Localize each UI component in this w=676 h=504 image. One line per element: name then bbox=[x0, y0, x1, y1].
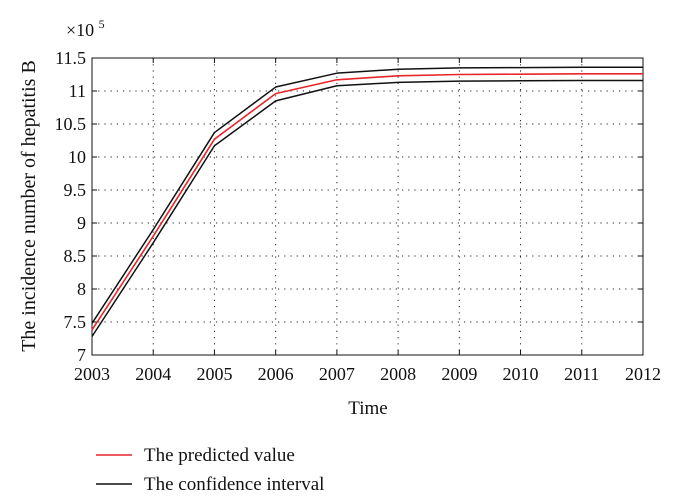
x-tick-label: 2011 bbox=[564, 364, 599, 384]
series-line-predicted bbox=[91, 73, 643, 331]
y-axis-ticks: 7 7.5 8 8.5 9 9.5 10 10.5 11 11.5 bbox=[55, 48, 643, 365]
multiplier-exponent: 5 bbox=[99, 17, 105, 31]
x-tick-label: 2007 bbox=[319, 364, 355, 384]
x-axis-label: Time bbox=[348, 398, 387, 419]
y-tick-label: 7.5 bbox=[64, 312, 87, 332]
y-tick-label: 7 bbox=[77, 345, 86, 365]
x-tick-label: 2009 bbox=[441, 364, 477, 384]
plot-area-frame bbox=[91, 57, 644, 356]
series-line-confidence-lower bbox=[91, 79, 643, 337]
y-tick-label: 10 bbox=[68, 147, 86, 167]
x-tick-label: 2005 bbox=[196, 364, 232, 384]
y-tick-label: 10.5 bbox=[55, 114, 87, 134]
legend-label-confidence: The confidence interval bbox=[144, 474, 324, 495]
x-tick-label: 2008 bbox=[380, 364, 416, 384]
x-tick-label: 2012 bbox=[625, 364, 661, 384]
legend-label-predicted: The predicted value bbox=[144, 445, 295, 466]
y-axis-label: The incidence number of hepatitis B bbox=[18, 60, 40, 352]
series-line-confidence-upper bbox=[91, 66, 643, 324]
x-tick-label: 2003 bbox=[74, 364, 110, 384]
x-tick-label: 2004 bbox=[135, 364, 171, 384]
y-tick-label: 9 bbox=[77, 213, 86, 233]
x-tick-label: 2006 bbox=[258, 364, 294, 384]
y-tick-label: 11.5 bbox=[55, 48, 86, 68]
y-tick-label: 11 bbox=[69, 81, 86, 101]
multiplier-base: ×10 bbox=[66, 20, 94, 40]
x-axis-ticks: 2003 2004 2005 2006 2007 2008 2009 2010 2011 2012 bbox=[74, 58, 661, 384]
y-tick-label: 9.5 bbox=[64, 180, 87, 200]
legend: The predicted value The confidence inter… bbox=[96, 445, 324, 495]
x-tick-label: 2010 bbox=[503, 364, 539, 384]
y-tick-label: 8 bbox=[77, 279, 86, 299]
grid-lines bbox=[92, 58, 643, 355]
y-axis-multiplier: ×10 5 bbox=[66, 17, 105, 40]
y-tick-label: 8.5 bbox=[64, 246, 87, 266]
series-lines bbox=[91, 66, 643, 337]
